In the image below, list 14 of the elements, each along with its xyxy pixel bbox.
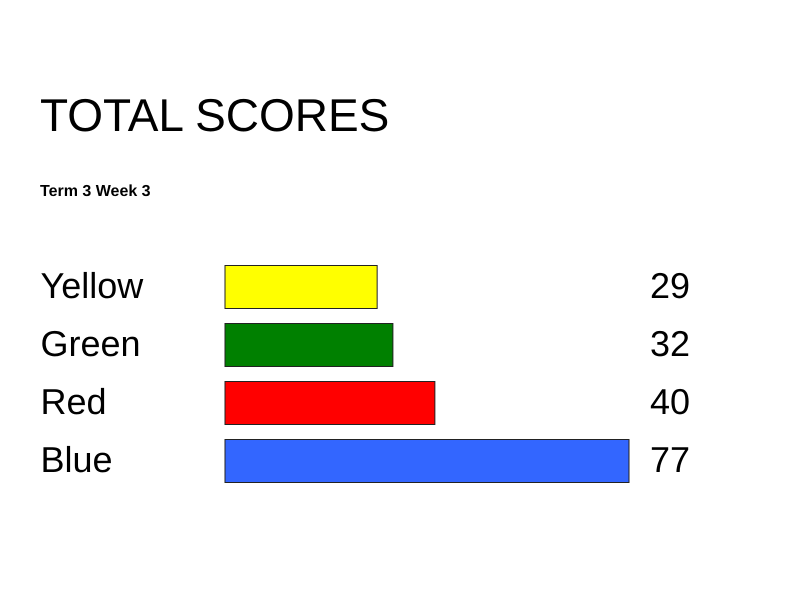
bar: [224, 265, 378, 309]
y-tick-label: Blue: [40, 439, 113, 480]
data-label: 32: [650, 323, 690, 364]
data-label: 77: [650, 439, 690, 480]
data-label: 40: [650, 381, 690, 422]
text: Term 3 Week 3: [40, 183, 151, 200]
chart-title: TOTAL SCORES: [40, 89, 390, 141]
bar: [224, 381, 436, 425]
bar: [224, 439, 630, 483]
y-tick-label: Green: [40, 323, 141, 364]
data-label: 29: [650, 265, 690, 306]
bar: [224, 323, 394, 367]
y-tick-label: Red: [40, 381, 107, 422]
y-tick-label: Yellow: [40, 265, 144, 306]
